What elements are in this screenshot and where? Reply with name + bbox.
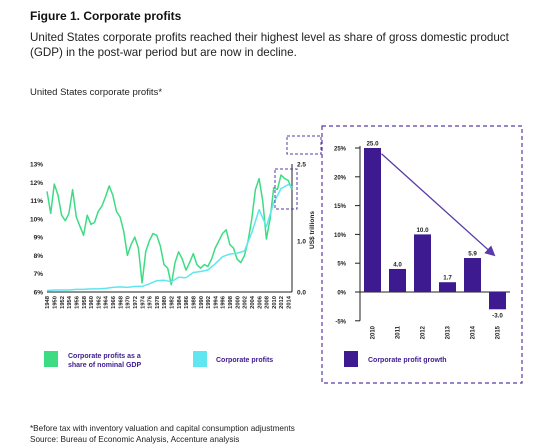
connector-box [286,135,322,155]
x-tick-label: 1982 [170,296,176,309]
x-tick-label: 2002 [243,296,249,309]
bar-category-label: 2011 [396,325,402,339]
bar-value-label: 5.9 [468,251,477,258]
x-tick-label: 1958 [82,295,88,309]
figure-subtitle: United States corporate profits reached … [30,31,509,59]
x-tick-label: 1996 [221,295,227,309]
y-right-tick-label: 1.0 [297,238,306,245]
legend-swatch-profits [193,351,207,367]
legend-label-share: Corporate profits as a share of nominal G… [68,353,141,369]
profits-line [46,183,293,292]
x-tick-label: 2014 [287,295,293,309]
source-note: Source: Bureau of Economic Analysis, Acc… [30,435,240,444]
x-tick-label: 2000 [235,296,241,309]
profits-share-line [46,174,293,286]
y-left-tick-label: 8% [34,253,44,260]
x-tick-label: 1976 [148,295,154,309]
y-left-tick-label: 9% [34,235,44,242]
x-tick-label: 1950 [53,296,59,309]
y-right-tick-label: 0.0 [297,290,306,297]
x-tick-label: 1966 [111,295,117,309]
x-tick-label: 1970 [126,296,132,309]
bar-chart: -5% 0% 5% 10% 15% 20% 25% 25.0 2010 4.0 2011 10.0 20… [321,125,523,384]
legend-label-share-line2: share of nominal GDP [68,362,141,369]
y-left-tick-label: 12% [30,180,43,187]
x-tick-label: 1994 [213,295,219,309]
bar-value-label: 10.0 [416,227,429,234]
bar-2010 [364,148,381,292]
bar-category-label: 2012 [421,325,427,339]
legend-label-profits: Corporate profits [216,357,273,364]
bar-chart-dashed-frame [321,125,523,384]
legend-label-growth: Corporate profit growth [368,357,447,364]
y-left-tick-label: 10% [30,216,43,223]
x-tick-label: 1998 [228,295,234,309]
line-chart: 6% 7% 8% 9% 10% 11% 12% 13% 0.0 1.0 2.5 US$ trillio… [30,135,322,309]
footnote: *Before tax with inventory valuation and… [30,424,295,433]
x-tick-label: 1972 [133,296,139,309]
bar-2015 [489,292,506,310]
x-tick-label: 1980 [162,296,168,309]
x-tick-label: 2010 [272,296,278,309]
y-right-tick-label: 2.5 [297,162,306,169]
bar-2013 [439,282,456,292]
bar-category-label: 2013 [446,325,452,339]
y-left-tick-label: 13% [30,162,43,169]
y-left-tick-label: 7% [34,271,44,278]
legend-swatch-share [44,351,58,367]
x-tick-label: 1964 [104,295,110,309]
legend: Corporate profits as a share of nominal G… [44,351,447,369]
x-tick-label: 2008 [265,295,271,309]
y-left-tick-label: 11% [30,198,43,205]
x-tick-label: 1956 [74,295,80,309]
x-tick-label: 2004 [250,295,256,309]
bar-category-label: 2015 [496,325,502,339]
x-tick-label: 1984 [177,295,183,309]
bar-2014 [464,258,481,292]
trend-arrow [381,153,496,257]
bar-value-label: 4.0 [393,261,402,268]
bar-y-tick-label: -5% [335,319,346,325]
x-tick-label: 1986 [184,295,190,309]
bar-y-tick-label: 5% [337,262,346,268]
bar-value-label: -3.0 [492,312,503,319]
highlight-box [274,168,298,210]
x-tick-label: 1948 [45,295,51,309]
figure-title: Figure 1. Corporate profits [30,9,182,23]
x-tick-label: 1952 [60,296,66,309]
y-right-axis-label: US$ trillions [309,211,316,249]
legend-label-share-line1: Corporate profits as a [68,353,141,360]
x-tick-label: 1988 [191,295,197,309]
x-tick-label: 1960 [89,296,95,309]
chart-label: United States corporate profits* [30,87,163,98]
bar-y-tick-label: 25% [334,147,347,153]
bar-value-label: 1.7 [443,275,452,282]
x-tick-label: 1962 [96,296,102,309]
x-tick-label: 1974 [140,295,146,309]
x-tick-label: 1978 [155,295,161,309]
legend-swatch-growth [344,351,358,367]
bar-y-tick-label: 20% [334,175,347,181]
bar-category-label: 2010 [371,325,377,339]
x-tick-label: 1992 [206,296,212,309]
bar-2011 [389,268,406,292]
x-tick-label: 2006 [257,295,263,309]
bar-y-tick-label: 0% [337,291,346,297]
bar-y-tick-label: 15% [334,204,347,210]
y-left-tick-label: 6% [34,290,44,297]
x-tick-label: 2012 [279,296,285,309]
bar-category-label: 2014 [471,325,477,339]
bar-y-tick-label: 10% [334,233,347,239]
x-tick-label: 1954 [67,295,73,309]
x-tick-label: 1990 [199,296,205,309]
bar-2012 [414,234,431,292]
bar-value-label: 25.0 [366,141,379,148]
x-tick-label: 1968 [118,295,124,309]
